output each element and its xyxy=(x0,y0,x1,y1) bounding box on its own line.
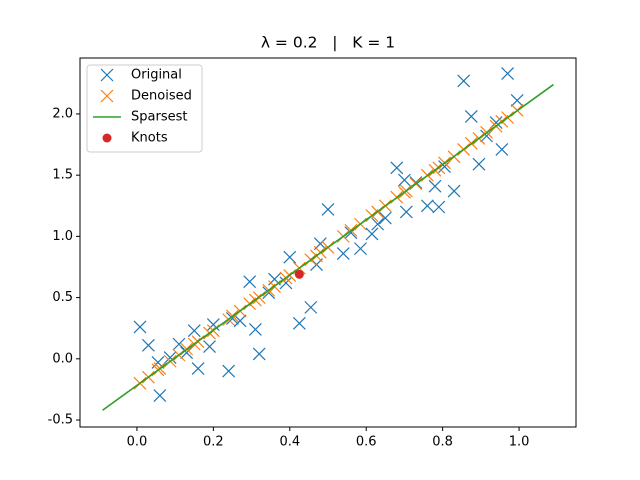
x-marker xyxy=(501,67,515,80)
x-tick-label: 0.8 xyxy=(432,435,453,450)
y-tick-label: 2.0 xyxy=(52,106,73,121)
y-tick-label: 0.0 xyxy=(52,351,73,366)
line xyxy=(102,83,554,411)
legend-marker xyxy=(100,89,114,103)
x-tick-label: 0.4 xyxy=(279,435,300,450)
legend-marker xyxy=(100,68,114,82)
y-tick-label: -0.5 xyxy=(48,413,73,428)
x-marker xyxy=(336,247,350,260)
x-marker xyxy=(390,161,404,175)
x-marker xyxy=(141,338,155,352)
chart-title: λ = 0.2 | K = 1 xyxy=(261,34,395,52)
x-marker xyxy=(163,351,177,365)
x-marker xyxy=(252,347,266,361)
x-marker xyxy=(292,316,306,330)
legend-box xyxy=(86,64,203,153)
x-marker xyxy=(203,340,216,353)
x-marker xyxy=(447,184,461,198)
x-marker xyxy=(243,275,257,289)
x-tick-label: 0.2 xyxy=(203,435,224,450)
x-marker xyxy=(191,362,205,376)
x-marker xyxy=(248,322,262,336)
x-marker xyxy=(365,227,379,241)
x-marker xyxy=(304,300,318,314)
x-marker xyxy=(187,324,201,338)
x-marker xyxy=(133,320,147,334)
x-marker xyxy=(153,389,167,402)
legend: Original Denoised Sparsest Knots xyxy=(86,64,203,153)
x-marker xyxy=(510,94,524,107)
x-tick-label: 0.0 xyxy=(127,435,148,450)
x-marker xyxy=(371,217,385,231)
legend-label: Denoised xyxy=(131,89,192,104)
plot-frame xyxy=(79,57,577,428)
legend-label: Knots xyxy=(131,131,168,146)
y-tick-label: 0.5 xyxy=(52,290,73,305)
x-marker xyxy=(457,74,471,88)
legend-label: Sparsest xyxy=(131,110,187,125)
x-marker xyxy=(472,157,486,171)
x-marker xyxy=(432,200,446,214)
x-marker xyxy=(233,314,247,328)
x-marker xyxy=(428,179,442,193)
x-marker xyxy=(283,250,297,264)
legend-label: Original xyxy=(131,68,182,83)
x-marker xyxy=(172,337,186,351)
x-marker xyxy=(180,346,194,360)
y-tick-label: 1.5 xyxy=(52,168,73,183)
y-tick-label: 1.0 xyxy=(52,229,73,244)
x-marker xyxy=(354,242,367,256)
x-marker xyxy=(378,211,392,225)
x-marker xyxy=(420,199,434,213)
x-marker xyxy=(279,276,293,290)
legend-marker xyxy=(102,133,112,143)
x-tick-label: 0.6 xyxy=(356,435,377,450)
x-marker xyxy=(464,109,478,123)
x-marker xyxy=(399,205,413,219)
x-marker xyxy=(222,364,236,378)
dot-marker xyxy=(294,269,304,279)
x-tick-label: 1.0 xyxy=(509,435,530,450)
x-marker xyxy=(206,318,220,331)
x-marker xyxy=(495,143,509,156)
x-marker xyxy=(321,203,335,216)
x-marker xyxy=(398,173,411,187)
